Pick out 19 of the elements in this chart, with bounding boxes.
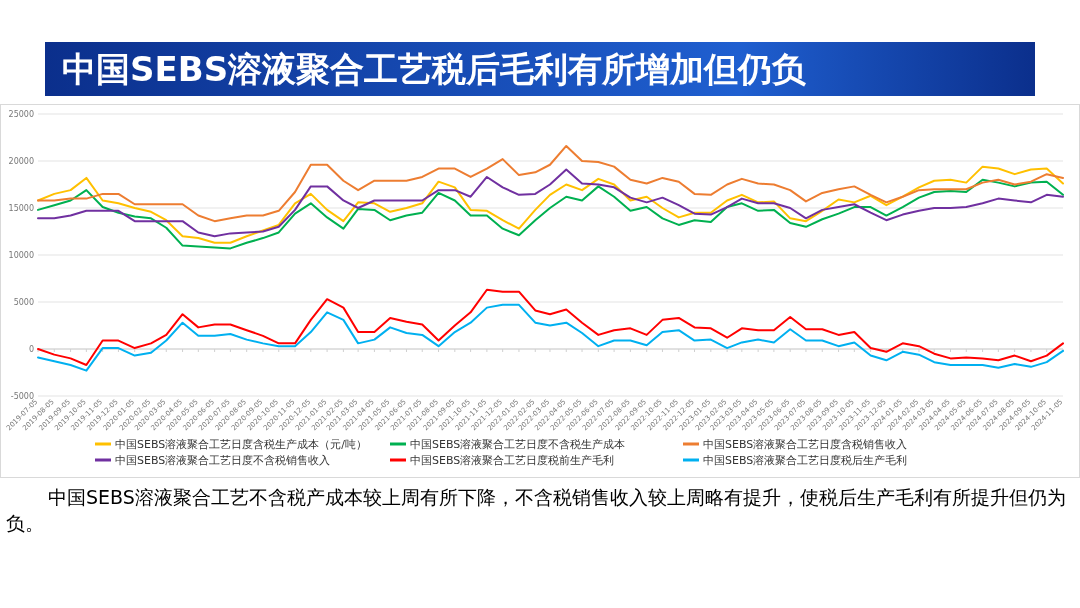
line-series [37, 303, 1064, 372]
y-tick-label: 5000 [13, 298, 34, 307]
legend-label: 中国SEBS溶液聚合工艺日度税前生产毛利 [410, 454, 615, 467]
line-series [37, 178, 1064, 250]
line-series [37, 288, 1064, 366]
y-tick-label: -5000 [10, 392, 34, 401]
chart-title: 中国SEBS溶液聚合工艺税后毛利有所增加但仍负 [62, 48, 807, 91]
y-tick-label: 10000 [8, 251, 34, 260]
y-tick-label: 20000 [8, 157, 34, 166]
legend-label: 中国SEBS溶液聚合工艺日度含税生产成本（元/吨） [115, 438, 367, 451]
y-tick-label: 15000 [8, 204, 34, 213]
legend-label: 中国SEBS溶液聚合工艺日度含税销售收入 [703, 438, 908, 451]
legend-label: 中国SEBS溶液聚合工艺日度不含税生产成本 [410, 438, 626, 451]
y-tick-label: 0 [28, 345, 34, 354]
y-tick-label: 25000 [8, 110, 34, 119]
legend-label: 中国SEBS溶液聚合工艺日度税后生产毛利 [703, 454, 908, 467]
text: 中国SEBS溶液聚合工艺不含税产成本较上周有所下降，不含税销售收入较上周略有提升，使税后生产毛利有所提升但仍为负。 [6, 485, 1066, 536]
line-series [37, 144, 1064, 223]
legend-label: 中国SEBS溶液聚合工艺日度不含税销售收入 [115, 454, 331, 467]
